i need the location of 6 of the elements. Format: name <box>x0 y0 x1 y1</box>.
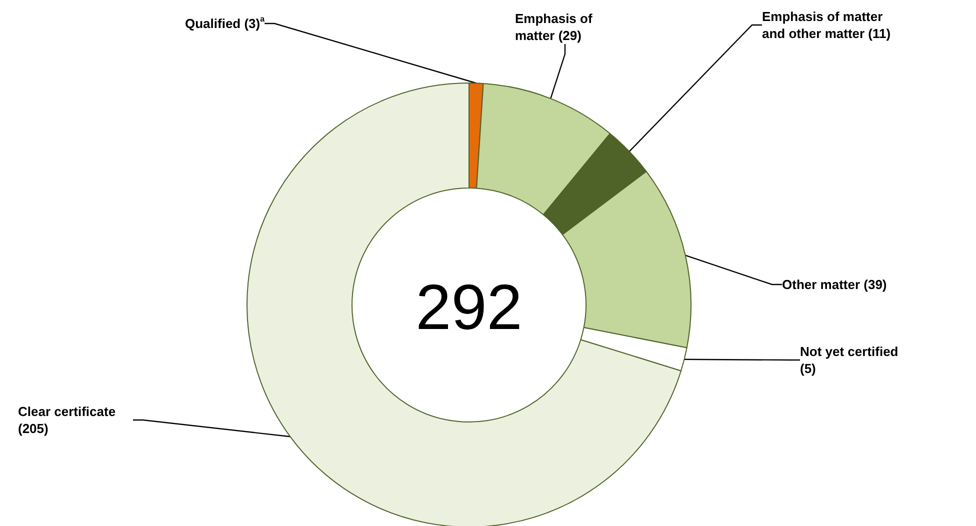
slice-label: Emphasis of matter and other matter (11) <box>762 9 891 41</box>
slice-label: Other matter (39) <box>782 277 887 292</box>
slice-label: Not yet certified (5) <box>800 344 902 376</box>
slice-label: Emphasis of matter (29) <box>515 11 596 43</box>
slice-label: Clear certificate (205) <box>18 404 120 436</box>
text: 292 <box>416 271 522 343</box>
